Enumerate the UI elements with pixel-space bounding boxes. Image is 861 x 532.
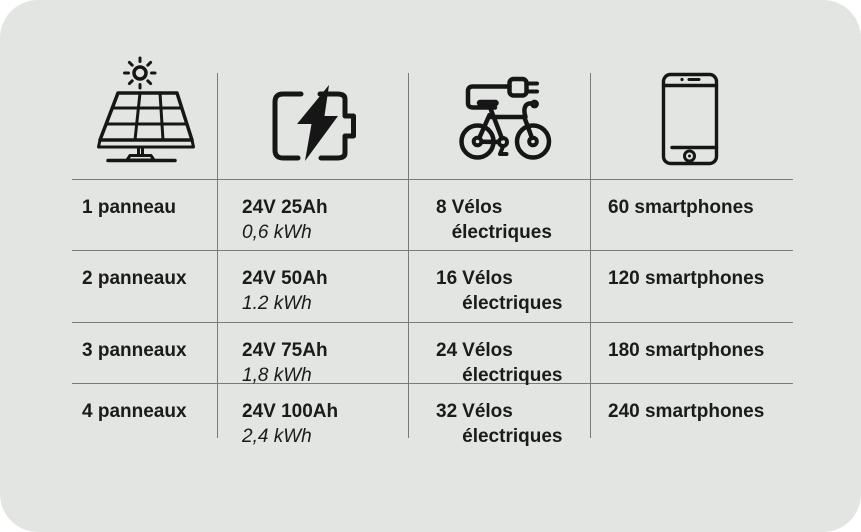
panel-count: 4 panneaux bbox=[82, 401, 187, 422]
panel-count-cell: 4 panneaux bbox=[72, 383, 217, 460]
column-header-battery bbox=[268, 78, 368, 168]
battery-capacity-cell: 24V 75Ah 1,8 kWh bbox=[217, 322, 408, 388]
ebike-label: Vélos électriques bbox=[462, 401, 563, 447]
row-divider bbox=[72, 179, 793, 180]
panel-count: 1 panneau bbox=[82, 197, 176, 218]
smartphone-count: 60 smartphones bbox=[608, 197, 754, 218]
solar-panel-icon bbox=[97, 56, 195, 163]
column-divider bbox=[408, 73, 409, 438]
row-divider bbox=[72, 250, 793, 251]
panel-count-cell: 1 panneau bbox=[72, 179, 217, 250]
column-header-ebikes bbox=[448, 72, 558, 172]
battery-energy: 1.2 kWh bbox=[242, 293, 312, 314]
battery-spec: 24V 50Ah bbox=[242, 268, 328, 289]
ebike-count: 24 bbox=[436, 340, 458, 361]
battery-energy: 1,8 kWh bbox=[242, 365, 312, 386]
panel-count-cell: 3 panneaux bbox=[72, 322, 217, 388]
ebike-count: 32 bbox=[436, 401, 458, 422]
electric-bike-icon bbox=[459, 76, 552, 160]
battery-spec: 24V 75Ah bbox=[242, 340, 328, 361]
smartphone-count: 240 smartphones bbox=[608, 401, 765, 422]
battery-capacity-cell: 24V 100Ah 2,4 kWh bbox=[217, 383, 408, 460]
table-row: 4 panneaux 24V 100Ah 2,4 kWh 32 Vélos él… bbox=[72, 383, 793, 460]
panel-count: 3 panneaux bbox=[82, 340, 187, 361]
row-divider bbox=[72, 383, 793, 384]
smartphone-count-cell: 180 smartphones bbox=[590, 322, 793, 388]
ebike-count-cell: 24 Vélos électriques bbox=[408, 322, 590, 388]
table-row: 3 panneaux 24V 75Ah 1,8 kWh 24 Vélos éle… bbox=[72, 322, 793, 386]
column-divider bbox=[217, 73, 218, 438]
ebike-label: Vélos électriques bbox=[462, 340, 563, 386]
ebike-count-cell: 16 Vélos électriques bbox=[408, 250, 590, 322]
panel-count: 2 panneaux bbox=[82, 268, 187, 289]
smartphone-count: 120 smartphones bbox=[608, 268, 765, 289]
table-row: 2 panneaux 24V 50Ah 1.2 kWh 16 Vélos éle… bbox=[72, 250, 793, 322]
table-row: 1 panneau 24V 25Ah 0,6 kWh 8 Vélos élect… bbox=[72, 179, 793, 250]
ebike-count-cell: 32 Vélos électriques bbox=[408, 383, 590, 460]
panel-count-cell: 2 panneaux bbox=[72, 250, 217, 322]
ebike-count-cell: 8 Vélos électriques bbox=[408, 179, 590, 250]
ebike-count: 16 bbox=[436, 268, 458, 289]
battery-charging-icon bbox=[272, 85, 356, 161]
row-divider bbox=[72, 322, 793, 323]
smartphone-count-cell: 240 smartphones bbox=[590, 383, 793, 460]
battery-spec: 24V 25Ah bbox=[242, 197, 328, 218]
battery-capacity-cell: 24V 50Ah 1.2 kWh bbox=[217, 250, 408, 322]
column-header-panels bbox=[88, 55, 198, 165]
column-divider bbox=[590, 73, 591, 438]
smartphone-count-cell: 60 smartphones bbox=[590, 179, 793, 250]
smartphone-icon bbox=[661, 72, 719, 166]
ebike-count: 8 bbox=[436, 197, 447, 218]
battery-energy: 2,4 kWh bbox=[242, 426, 312, 447]
battery-energy: 0,6 kWh bbox=[242, 222, 312, 243]
ebike-label: Vélos électriques bbox=[462, 268, 563, 314]
smartphone-count-cell: 120 smartphones bbox=[590, 250, 793, 322]
battery-spec: 24V 100Ah bbox=[242, 401, 339, 422]
column-header-smartphones bbox=[661, 70, 721, 166]
battery-capacity-cell: 24V 25Ah 0,6 kWh bbox=[217, 179, 408, 250]
ebike-label: Vélos électriques bbox=[451, 197, 552, 243]
smartphone-count: 180 smartphones bbox=[608, 340, 765, 361]
